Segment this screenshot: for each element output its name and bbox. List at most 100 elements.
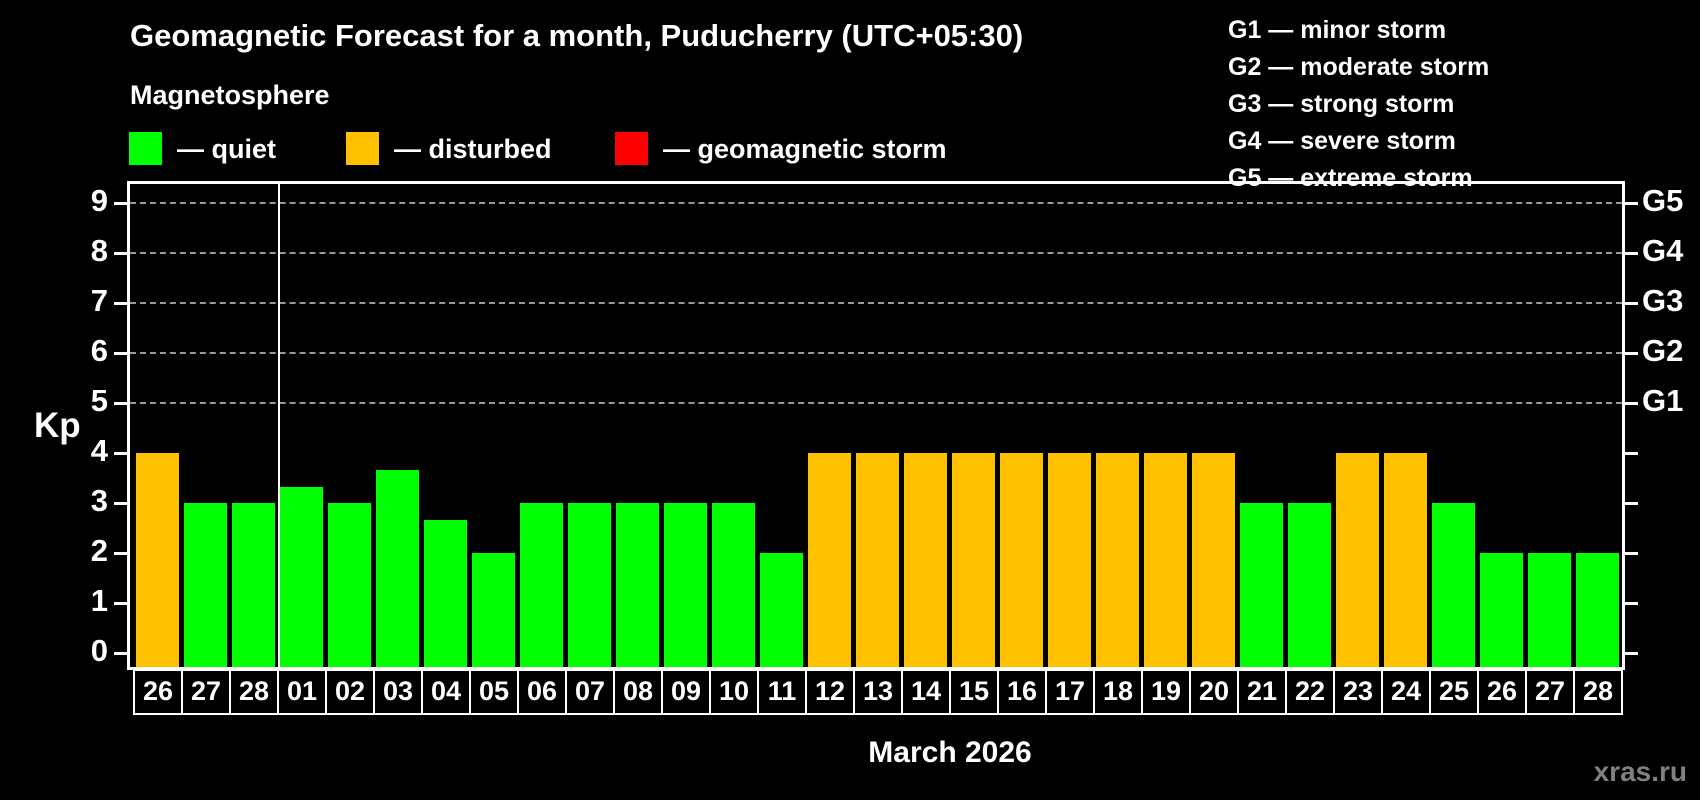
y-axis-tick <box>114 502 130 505</box>
bar-day-20 <box>1192 453 1235 667</box>
x-axis-day-label: 09 <box>661 669 711 715</box>
y-axis-tick-label: 3 <box>90 483 108 518</box>
x-axis-day-label: 07 <box>565 669 615 715</box>
bar-day-10 <box>712 503 755 667</box>
y-axis-tick-label: 2 <box>90 533 108 568</box>
legend-label-storm: — geomagnetic storm <box>663 134 947 164</box>
x-axis-day-label: 21 <box>1237 669 1287 715</box>
y-axis-tick-label: 4 <box>90 433 108 468</box>
right-axis-tick <box>1622 202 1638 205</box>
chart-title: Geomagnetic Forecast for a month, Puduch… <box>130 18 1024 53</box>
right-axis-tick <box>1622 552 1638 555</box>
g3-legend-line: G3 — strong storm <box>1228 90 1455 118</box>
y-axis-tick-label: 1 <box>90 583 108 618</box>
x-axis-day-label: 02 <box>325 669 375 715</box>
y-axis-tick <box>114 202 130 205</box>
bar-day-17 <box>1048 453 1091 667</box>
bar-day-03 <box>376 469 419 667</box>
legend-label-disturbed: — disturbed <box>394 134 552 164</box>
x-axis-day-label: 04 <box>421 669 471 715</box>
x-axis-day-label: 15 <box>949 669 999 715</box>
x-axis-day-label: 27 <box>181 669 231 715</box>
storm-color-swatch <box>615 132 648 165</box>
x-axis-day-label: 26 <box>1477 669 1527 715</box>
right-axis-tick <box>1622 502 1638 505</box>
x-axis-day-label: 20 <box>1189 669 1239 715</box>
y-axis-tick <box>114 402 130 405</box>
right-axis-tick <box>1622 452 1638 455</box>
bar-day-21 <box>1240 503 1283 667</box>
g4-legend-line: G4 — severe storm <box>1228 127 1456 155</box>
legend-label-quiet: — quiet <box>177 134 276 164</box>
x-axis-day-label: 28 <box>229 669 279 715</box>
y-axis-tick <box>114 602 130 605</box>
disturbed-color-swatch <box>346 132 379 165</box>
x-axis-day-label: 11 <box>757 669 807 715</box>
right-axis-tick <box>1622 252 1638 255</box>
y-axis-tick <box>114 302 130 305</box>
plot-area-frame <box>127 181 1625 670</box>
g5-legend-line: G5 — extreme storm <box>1228 164 1473 192</box>
bar-day-07 <box>568 503 611 667</box>
x-axis-day-label: 27 <box>1525 669 1575 715</box>
right-axis-tick <box>1622 302 1638 305</box>
bar-day-11 <box>760 553 803 667</box>
y-axis-title-kp: Kp <box>34 406 81 445</box>
bar-day-04 <box>424 519 467 667</box>
x-axis-day-label: 12 <box>805 669 855 715</box>
x-axis-day-label: 03 <box>373 669 423 715</box>
right-axis-label-g1: G1 <box>1642 383 1684 418</box>
bar-day-02 <box>328 503 371 667</box>
gridline-kp6 <box>130 352 1622 354</box>
right-axis-label-g4: G4 <box>1642 233 1684 268</box>
x-axis-day-label: 08 <box>613 669 663 715</box>
gridline-kp7 <box>130 302 1622 304</box>
y-axis-tick-label: 5 <box>90 383 108 418</box>
bar-day-25 <box>1432 503 1475 667</box>
right-axis-label-g2: G2 <box>1642 333 1684 368</box>
right-axis-tick <box>1622 602 1638 605</box>
y-axis-tick <box>114 352 130 355</box>
bar-day-28-prev <box>232 503 275 667</box>
g2-legend-line: G2 — moderate storm <box>1228 53 1490 81</box>
bar-day-13 <box>856 453 899 667</box>
bar-day-27-prev <box>184 503 227 667</box>
x-axis-day-label: 01 <box>277 669 327 715</box>
x-axis-day-label: 16 <box>997 669 1047 715</box>
x-axis-day-label: 22 <box>1285 669 1335 715</box>
bar-day-23 <box>1336 453 1379 667</box>
bar-day-27 <box>1528 553 1571 667</box>
x-axis-day-label: 28 <box>1573 669 1623 715</box>
gridline-kp9 <box>130 202 1622 204</box>
right-axis-tick <box>1622 352 1638 355</box>
x-axis-day-label: 06 <box>517 669 567 715</box>
bar-day-08 <box>616 503 659 667</box>
bar-day-15 <box>952 453 995 667</box>
x-axis-day-label: 18 <box>1093 669 1143 715</box>
bar-day-05 <box>472 553 515 667</box>
y-axis-tick-label: 9 <box>90 183 108 218</box>
right-axis-label-g3: G3 <box>1642 283 1684 318</box>
y-axis-tick <box>114 552 130 555</box>
x-axis-day-label: 25 <box>1429 669 1479 715</box>
x-axis-title-month: March 2026 <box>868 736 1032 769</box>
bar-day-26 <box>1480 553 1523 667</box>
bar-day-26-prev <box>136 453 179 667</box>
right-axis-tick <box>1622 652 1638 655</box>
g1-legend-line: G1 — minor storm <box>1228 16 1447 44</box>
y-axis-tick <box>114 652 130 655</box>
bar-day-18 <box>1096 453 1139 667</box>
right-axis-label-g5: G5 <box>1642 183 1684 218</box>
y-axis-tick-label: 0 <box>90 633 108 668</box>
bar-day-12 <box>808 453 851 667</box>
bar-day-19 <box>1144 453 1187 667</box>
gridline-kp8 <box>130 252 1622 254</box>
y-axis-tick-label: 6 <box>90 333 108 368</box>
x-axis-day-label: 17 <box>1045 669 1095 715</box>
bar-day-24 <box>1384 453 1427 667</box>
gridline-kp5 <box>130 402 1622 404</box>
x-axis-day-label: 26 <box>133 669 183 715</box>
x-axis-day-label: 05 <box>469 669 519 715</box>
x-axis-day-label: 24 <box>1381 669 1431 715</box>
